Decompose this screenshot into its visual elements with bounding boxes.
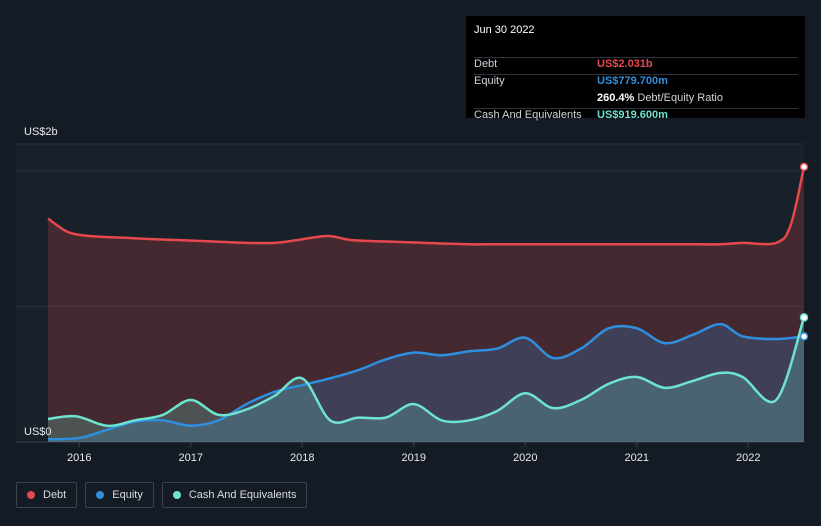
tooltip-row-cash: Cash And Equivalents US$919.600m [466, 107, 805, 124]
x-tick-label: 2017 [178, 452, 202, 464]
tooltip-date: Jun 30 2022 [474, 24, 535, 36]
tooltip-ratio-label: Debt/Equity Ratio [637, 92, 723, 104]
tooltip-debt-label: Debt [474, 58, 498, 70]
x-tick-label: 2021 [625, 452, 649, 464]
tooltip-divider [474, 57, 798, 58]
legend-debt-label: Debt [43, 489, 67, 501]
series-endpoint-equity [799, 332, 809, 341]
plot-background [16, 144, 804, 442]
legend-cash-dot-icon [172, 491, 181, 499]
tooltip-divider [474, 74, 798, 75]
series-line-cash [47, 317, 806, 428]
x-tick-label: 2022 [736, 452, 760, 464]
tooltip-ratio-value: 260.4% Debt/Equity Ratio [597, 92, 723, 104]
series-line-equity [47, 322, 805, 441]
x-axis: 2016 2017 2018 2019 2020 2021 2022 [67, 442, 760, 464]
series-lines [47, 162, 809, 441]
legend: Debt Equity Cash And Equivalents [16, 482, 315, 510]
x-tick-label: 2018 [290, 452, 314, 464]
series-area-debt [48, 166, 804, 442]
tooltip-debt-value: US$2.031b [597, 58, 653, 70]
tooltip-equity-label: Equity [474, 75, 505, 87]
legend-item-debt[interactable]: Debt [16, 482, 78, 508]
tooltip-cash-value: US$919.600m [597, 109, 668, 121]
x-tick-label: 2019 [401, 452, 425, 464]
legend-item-equity[interactable]: Equity [85, 482, 154, 508]
series-endpoint-cash [799, 313, 809, 322]
series-line-debt [47, 166, 806, 246]
series-endpoint-debt [799, 162, 809, 172]
legend-debt-dot-icon [27, 491, 35, 499]
tooltip-cash-label: Cash And Equivalents [474, 109, 582, 121]
series-area-cash [48, 317, 804, 442]
legend-equity-dot-icon [96, 491, 105, 499]
tooltip-divider [474, 108, 798, 109]
x-tick-label: 2016 [67, 452, 91, 464]
legend-cash-label: Cash And Equivalents [188, 489, 297, 501]
legend-item-cash[interactable]: Cash And Equivalents [161, 482, 308, 508]
tooltip-row-equity: Equity US$779.700m [466, 73, 805, 90]
tooltip-equity-value: US$779.700m [597, 75, 668, 87]
y-axis-top-label: US$2b [24, 126, 58, 138]
y-axis-bottom-label: US$0 [24, 426, 52, 438]
legend-equity-label: Equity [112, 489, 143, 501]
x-tick-label: 2020 [513, 452, 537, 464]
grid [16, 143, 804, 443]
tooltip-row-debt: Debt US$2.031b [466, 56, 805, 73]
tooltip-row-ratio: 260.4% Debt/Equity Ratio [466, 90, 805, 107]
data-tooltip: Jun 30 2022 Debt US$2.031b Equity US$779… [466, 16, 805, 121]
